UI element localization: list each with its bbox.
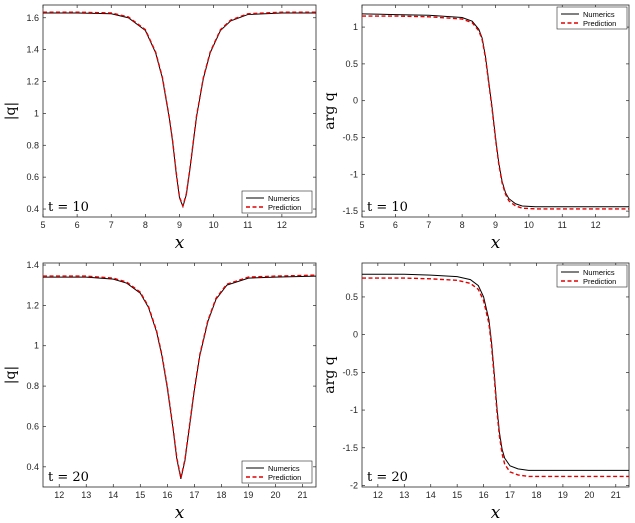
- y-tick-label: -0.5: [342, 133, 358, 143]
- legend-label-numerics: Numerics: [268, 194, 300, 203]
- x-tick-label: 17: [505, 490, 515, 500]
- time-annotation: t = 10: [367, 200, 408, 215]
- series-line-prediction: [43, 274, 316, 479]
- x-tick-label: 11: [243, 220, 252, 230]
- axes-frame: [42, 262, 317, 488]
- y-tick-label: 1.2: [26, 300, 39, 310]
- y-tick-label: 0.8: [26, 381, 39, 391]
- x-tick-label: 7: [426, 220, 431, 230]
- y-tick-label: 0.6: [26, 172, 39, 182]
- y-tick-label: 0.4: [26, 462, 39, 472]
- x-tick-label: 20: [584, 490, 594, 500]
- x-tick-label: 6: [393, 220, 398, 230]
- x-tick-label: 21: [611, 490, 621, 500]
- y-tick-label: 1: [34, 341, 39, 351]
- y-tick-label: 0.5: [345, 292, 358, 302]
- y-tick-label: -1: [350, 405, 358, 415]
- x-tick-label: 19: [558, 490, 568, 500]
- axes-frame: [361, 4, 630, 218]
- chart-panel-4: 12 13 14 15 16 17 18 19 20 21 -2 -1.5 -1 -0.5 0 0.5 Nume…: [322, 262, 630, 523]
- y-axis-label: |q|: [3, 102, 19, 120]
- y-tick-label: 0: [353, 330, 358, 340]
- y-tick-label: 1: [34, 108, 39, 118]
- y-tick-label: 0: [353, 96, 358, 106]
- x-axis-label: x: [491, 233, 501, 253]
- y-tick-label: 0.5: [345, 59, 358, 69]
- x-tick-label: 14: [426, 490, 436, 500]
- x-tick-label: 11: [558, 220, 567, 230]
- x-tick-label: 14: [108, 490, 118, 500]
- x-tick-label: 7: [109, 220, 114, 230]
- x-tick-label: 18: [216, 490, 226, 500]
- time-annotation: t = 20: [367, 470, 408, 485]
- y-tick-label: 0.8: [26, 140, 39, 150]
- x-tick-label: 6: [75, 220, 80, 230]
- x-tick-label: 20: [270, 490, 280, 500]
- y-tick-label: 1: [353, 22, 358, 32]
- y-tick-label: -1.5: [342, 443, 358, 453]
- time-annotation: t = 10: [48, 200, 89, 215]
- x-axis-label: x: [491, 503, 501, 523]
- x-tick-label: 19: [243, 490, 253, 500]
- x-tick-label: 16: [479, 490, 489, 500]
- axes-frame: [42, 4, 317, 218]
- time-annotation: t = 20: [48, 470, 89, 485]
- chart-panel-1: 5 6 7 8 9 10 11 12 0.4 0.6 0.8 1 1.2 1.4 1.6 NumericsPr…: [3, 4, 317, 253]
- y-axis-label: arg q: [322, 356, 338, 393]
- series-line-prediction: [43, 11, 316, 209]
- legend-label-prediction: Prediction: [583, 277, 616, 286]
- chart-panel-3: 12 13 14 15 16 17 18 19 20 21 0.4 0.6 0.8 1 1.2 1.4 Nume…: [3, 260, 317, 523]
- legend-label-prediction: Prediction: [583, 19, 616, 28]
- y-tick-label: 1.6: [26, 13, 39, 23]
- legend-label-prediction: Prediction: [268, 473, 301, 482]
- x-tick-label: 15: [452, 490, 462, 500]
- y-tick-label: -2: [350, 480, 358, 490]
- y-axis-label: |q|: [3, 366, 19, 384]
- x-tick-label: 21: [297, 490, 307, 500]
- x-tick-label: 15: [135, 490, 145, 500]
- x-axis-label: x: [175, 503, 185, 523]
- x-tick-label: 13: [399, 490, 409, 500]
- chart-panel-2: 5 6 7 8 9 10 11 12 -1.5 -1 -0.5 0 0.5 1 NumericsPredic…: [322, 4, 630, 253]
- x-tick-label: 8: [460, 220, 465, 230]
- legend-label-prediction: Prediction: [268, 203, 301, 212]
- x-tick-label: 5: [359, 220, 364, 230]
- x-tick-label: 8: [143, 220, 148, 230]
- y-tick-label: -1.5: [342, 206, 358, 216]
- x-axis-label: x: [175, 233, 185, 253]
- x-tick-label: 10: [209, 220, 219, 230]
- y-tick-label: 1.2: [26, 77, 39, 87]
- x-tick-label: 12: [591, 220, 601, 230]
- x-tick-label: 12: [54, 490, 64, 500]
- y-tick-label: 1.4: [26, 45, 39, 55]
- x-tick-label: 9: [493, 220, 498, 230]
- legend-label-numerics: Numerics: [583, 10, 615, 19]
- x-tick-label: 17: [189, 490, 199, 500]
- x-tick-label: 12: [277, 220, 287, 230]
- x-tick-label: 16: [162, 490, 172, 500]
- series-line-prediction: [362, 277, 629, 478]
- y-tick-label: -1: [350, 169, 358, 179]
- y-axis-label: arg q: [322, 92, 338, 129]
- axes-frame: [361, 262, 630, 488]
- y-tick-label: -0.5: [342, 367, 358, 377]
- y-tick-label: 1.4: [26, 260, 39, 270]
- x-tick-label: 13: [81, 490, 91, 500]
- series-line-prediction: [362, 15, 629, 210]
- x-tick-label: 5: [40, 220, 45, 230]
- x-tick-label: 9: [177, 220, 182, 230]
- x-tick-label: 18: [531, 490, 541, 500]
- x-tick-label: 12: [373, 490, 383, 500]
- legend-label-numerics: Numerics: [583, 268, 615, 277]
- y-tick-label: 0.6: [26, 421, 39, 431]
- legend-label-numerics: Numerics: [268, 464, 300, 473]
- y-tick-label: 0.4: [26, 204, 39, 214]
- x-tick-label: 10: [524, 220, 534, 230]
